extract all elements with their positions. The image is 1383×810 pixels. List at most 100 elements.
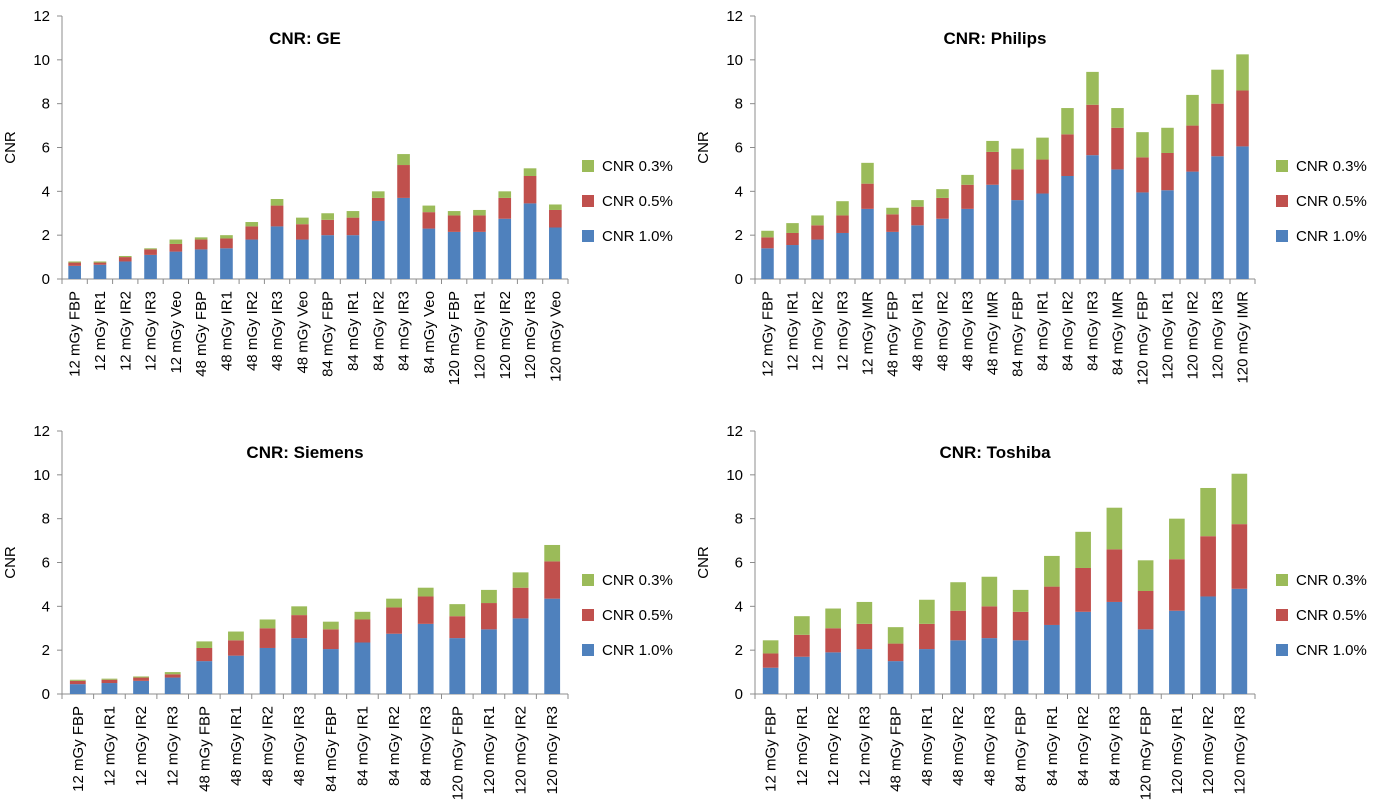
x-tick-label: 48 mGy IR2	[935, 291, 952, 371]
bar-cnr-1-0--7	[291, 638, 308, 694]
bar-cnr-1-0--6	[220, 248, 233, 279]
bar-cnr-1-0--16	[473, 231, 486, 279]
bar-cnr-1-0--10	[1011, 200, 1024, 279]
y-tick-label: 0	[42, 271, 50, 288]
chart-panel-2: 0 2 4 6 8 10 12 12 mGy FBP 12 mGy IR1 12 mGy IR2 1…	[2, 423, 673, 800]
x-tick-label: 48 mGy Veo	[294, 291, 311, 374]
x-tick-label: 48 mGy IR3	[269, 291, 286, 371]
bar-cnr-0-5--0	[68, 262, 81, 266]
bar-cnr-0-5--2	[133, 677, 149, 681]
bar-cnr-0-3--7	[291, 606, 308, 616]
bar-cnr-0-3--4	[169, 239, 183, 244]
bar-cnr-0-5--9	[986, 151, 999, 185]
bar-cnr-0-3--11	[1036, 137, 1049, 160]
x-tick-label: 48 mGy IMR	[985, 291, 1002, 375]
x-tick-label: 84 mGy FBP	[323, 706, 340, 792]
bar-cnr-0-5--18	[523, 175, 537, 204]
y-tick-label: 6	[735, 140, 743, 157]
x-tick-label: 12 mGy IR1	[92, 291, 109, 371]
bar-cnr-1-0--15	[544, 598, 561, 694]
bar-cnr-1-0--18	[1211, 156, 1224, 279]
bar-cnr-0-3--8	[1012, 589, 1029, 612]
x-tick-label: 84 mGy IR1	[1035, 291, 1052, 371]
bar-cnr-0-3--10	[386, 598, 402, 608]
bar-cnr-0-5--3	[856, 623, 873, 650]
bar-cnr-0-3--17	[498, 191, 512, 198]
x-tick-label: 84 mGy IR2	[370, 291, 387, 371]
bar-cnr-1-0--9	[1044, 624, 1060, 694]
bar-cnr-0-5--12	[449, 616, 466, 639]
x-tick-label: 120 mGy IR1	[481, 706, 498, 794]
x-tick-label: 120 mGy FBP	[1138, 706, 1155, 800]
bar-cnr-0-3--12	[449, 604, 466, 617]
x-tick-label: 12 mGy IR3	[856, 706, 873, 786]
x-tick-label: 12 mGy IR3	[143, 291, 160, 371]
bar-cnr-0-5--11	[346, 217, 360, 236]
bar-cnr-0-3--0	[761, 230, 774, 238]
bar-cnr-0-5--12	[1061, 134, 1074, 176]
x-tick-label: 84 mGy IR2	[386, 706, 403, 786]
x-tick-label: 12 mGy IR2	[133, 706, 150, 786]
bar-cnr-0-5--11	[1036, 159, 1049, 194]
bar-cnr-0-5--7	[936, 197, 949, 219]
bar-cnr-0-5--13	[1086, 104, 1099, 156]
bar-cnr-0-5--12	[371, 197, 385, 221]
legend-swatch	[582, 230, 594, 242]
bar-cnr-0-3--9	[354, 611, 371, 620]
legend-label: CNR 0.5%	[1296, 193, 1367, 210]
bar-cnr-0-5--8	[961, 184, 974, 209]
bar-cnr-0-5--15	[1136, 157, 1149, 193]
y-tick-label: 12	[33, 423, 50, 440]
bar-cnr-0-5--14	[512, 587, 529, 619]
bar-cnr-0-3--0	[69, 679, 86, 681]
bar-cnr-0-5--5	[194, 239, 208, 250]
legend-label: CNR 0.3%	[1296, 572, 1367, 589]
bar-cnr-0-3--19	[1236, 54, 1249, 91]
x-tick-label: 120 mGy IMR	[1235, 291, 1252, 384]
bar-cnr-0-5--6	[259, 628, 276, 648]
legend-swatch	[1276, 609, 1288, 621]
bar-cnr-1-0--11	[417, 623, 434, 694]
bar-cnr-0-5--4	[887, 643, 904, 662]
legend-swatch	[582, 574, 594, 586]
x-tick-label: 12 mGy IR2	[810, 291, 827, 371]
bar-cnr-0-3--8	[322, 621, 339, 630]
bar-cnr-1-0--18	[523, 203, 537, 279]
y-tick-label: 2	[42, 642, 50, 659]
y-tick-label: 2	[735, 227, 743, 244]
bar-cnr-1-0--14	[512, 618, 529, 694]
x-tick-label: 120 mGy IR2	[497, 291, 514, 379]
bar-cnr-0-3--8	[270, 199, 284, 206]
legend-label: CNR 0.3%	[1296, 158, 1367, 175]
bar-cnr-0-3--3	[144, 248, 157, 250]
bar-cnr-0-3--14	[1111, 108, 1124, 128]
x-tick-label: 48 mGy IR2	[260, 706, 277, 786]
chart-title: CNR: Philips	[944, 29, 1047, 48]
y-tick-label: 8	[735, 96, 743, 113]
bar-cnr-0-3--15	[544, 544, 561, 562]
bar-cnr-0-3--9	[1044, 555, 1060, 587]
legend-label: CNR 1.0%	[1296, 228, 1367, 245]
bar-cnr-1-0--13	[481, 629, 497, 694]
bar-cnr-0-3--12	[1137, 560, 1154, 591]
bar-cnr-1-0--0	[762, 667, 779, 694]
bar-cnr-0-5--2	[118, 257, 132, 262]
bar-cnr-1-0--13	[1169, 610, 1185, 694]
bar-cnr-0-5--8	[1012, 611, 1029, 641]
bar-cnr-1-0--0	[69, 684, 86, 694]
bar-cnr-1-0--12	[449, 638, 466, 694]
bar-cnr-0-3--6	[220, 235, 233, 239]
bar-cnr-0-3--11	[1106, 507, 1123, 550]
bar-cnr-0-3--6	[911, 200, 924, 207]
legend-label: CNR 0.5%	[1296, 607, 1367, 624]
y-tick-label: 4	[42, 598, 50, 615]
legend-swatch	[1276, 574, 1288, 586]
bar-cnr-0-3--13	[397, 154, 410, 166]
bar-cnr-0-3--10	[1011, 148, 1024, 170]
bar-cnr-1-0--2	[811, 239, 824, 279]
bar-cnr-0-3--2	[133, 676, 149, 678]
bar-cnr-0-5--3	[836, 215, 849, 233]
bar-cnr-0-5--5	[228, 640, 244, 656]
bar-cnr-1-0--6	[911, 225, 924, 279]
